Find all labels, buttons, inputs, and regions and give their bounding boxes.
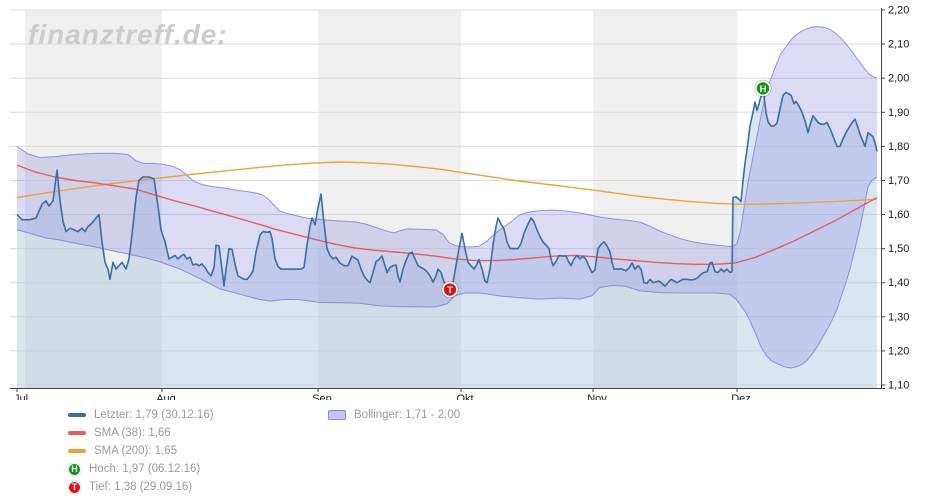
stock-chart-svg: finanztreff.de: 2,20 2,10 2,00 1,90 1,80 1,70 1… (10, 5, 909, 405)
x-month-label: Okt (456, 393, 473, 400)
y-tick-label: 2,10 (888, 39, 909, 51)
x-month-label: Aug (156, 393, 176, 400)
y-tick-label: 1,40 (888, 277, 909, 289)
chart-legend: Letzter: 1,79 (30.12.16) SMA (38): 1,66 … (0, 403, 940, 500)
legend-letzter-label: Letzter: 1,79 (30.12.16) (94, 409, 214, 421)
legend-tief-label: Tief: 1,38 (29.09.16) (89, 481, 193, 493)
price-area-fill (17, 88, 877, 389)
high-marker-letter: H (760, 84, 767, 95)
legend-item-sma200: SMA (200): 1,65 (68, 443, 177, 459)
month-band (25, 10, 162, 388)
letzter-line-icon (68, 413, 86, 417)
hoch-badge-icon: H (68, 462, 81, 476)
tief-badge-icon: T (68, 480, 81, 494)
y-tick-label: 1,20 (888, 345, 909, 357)
y-tick-label: 2,20 (888, 5, 909, 17)
high-marker-ring (754, 79, 772, 98)
x-month-label: Dez (731, 393, 751, 400)
legend-item-tief: T Tief: 1,38 (29.09.16) (66, 479, 192, 495)
sma200-line-icon (68, 449, 86, 453)
month-band (318, 10, 461, 388)
watermark-logo: finanztreff.de: (28, 19, 228, 50)
bollinger-upper-line (16, 26, 878, 248)
x-month-label: Sep (312, 393, 332, 400)
y-tick-label: 1,50 (888, 243, 909, 255)
sma38-line-icon (68, 431, 86, 435)
y-tick-label: 1,80 (888, 141, 909, 153)
bollinger-patch-icon (328, 410, 346, 420)
low-marker-ring (441, 280, 459, 299)
stock-chart-canvas[interactable]: finanztreff.de: 2,20 2,10 2,00 1,90 1,80 1,70 1… (0, 0, 940, 405)
legend-item-hoch: H Hoch: 1,97 (06.12.16) (66, 461, 200, 477)
y-tick-label: 1,30 (888, 311, 909, 323)
y-tick-label: 1,10 (888, 380, 909, 392)
sma200-line (16, 161, 878, 206)
high-marker (755, 80, 771, 97)
legend-item-sma38: SMA (38): 1,66 (68, 425, 171, 441)
legend-item-letzter: Letzter: 1,79 (30.12.16) (68, 407, 214, 423)
legend-item-bollinger: Bollinger: 1,71 - 2,00 (328, 407, 460, 423)
x-month-label: Nov (587, 393, 607, 400)
y-tick-label: 1,60 (888, 209, 909, 221)
x-month-label: Jul (14, 393, 28, 400)
price-line (16, 87, 878, 291)
low-marker-letter: T (447, 285, 453, 296)
y-tick-label: 2,00 (888, 73, 909, 85)
legend-hoch-label: Hoch: 1,97 (06.12.16) (89, 463, 201, 475)
y-tick-label: 1,90 (888, 107, 909, 119)
legend-bollinger-label: Bollinger: 1,71 - 2,00 (354, 409, 461, 421)
legend-sma38-label: SMA (38): 1,66 (94, 427, 171, 439)
bollinger-lower-line (16, 176, 878, 369)
legend-sma200-label: SMA (200): 1,65 (94, 445, 178, 457)
low-marker (442, 281, 458, 298)
y-tick-label: 1,70 (888, 175, 909, 187)
